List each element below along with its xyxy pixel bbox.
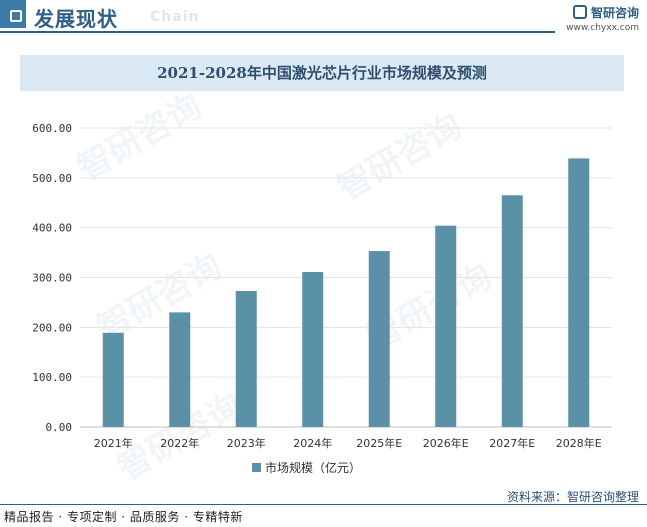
bar (235, 290, 257, 427)
section-icon (0, 0, 26, 28)
x-tick-label: 2024年 (293, 436, 332, 450)
chart-title-box: 2021-2028年中国激光芯片行业市场规模及预测 (20, 55, 624, 91)
bar (102, 332, 124, 427)
chart-title: 2021-2028年中国激光芯片行业市场规模及预测 (157, 64, 487, 82)
footer-divider (0, 504, 647, 505)
brand-url: www.chyxx.com (566, 23, 639, 33)
x-tick-label: 2025年E (356, 436, 402, 450)
bar (501, 195, 523, 427)
footer-bar: 精品报告 · 专项定制 · 品质服务 · 专精特新 (0, 506, 647, 527)
header-divider (0, 31, 555, 33)
brand-name: 智研咨询 (590, 6, 639, 20)
x-tick-label: 2022年 (160, 436, 199, 450)
x-tick-label: 2027年E (489, 436, 535, 450)
bar (435, 225, 457, 427)
section-title: 发展现状 (34, 7, 118, 31)
brand-name-row: 智研咨询 (566, 4, 639, 21)
bar (368, 251, 390, 427)
header-band: 发展现状 Chain 智研咨询 www.chyxx.com (0, 0, 647, 40)
legend: 市场规模（亿元） (252, 459, 361, 476)
bar (302, 272, 324, 427)
brand-logo-icon (572, 5, 587, 19)
x-tick-label: 2026年E (423, 436, 469, 450)
y-tick-label: 200.00 (32, 321, 72, 334)
y-tick-label: 0.00 (46, 421, 73, 434)
source-note: 资料来源：智研咨询整理 (506, 490, 639, 504)
x-tick-label: 2023年 (227, 436, 266, 450)
section-subtitle-en: Chain (150, 9, 200, 25)
legend-label: 市场规模（亿元） (265, 461, 362, 475)
y-tick-label: 400.00 (32, 222, 72, 235)
y-tick-label: 600.00 (32, 122, 72, 135)
footer-tagline: 精品报告 · 专项定制 · 品质服务 · 专精特新 (4, 510, 243, 524)
y-tick-label: 300.00 (32, 272, 72, 285)
brand-block: 智研咨询 www.chyxx.com (566, 4, 639, 33)
x-tick-label: 2028年E (556, 436, 602, 450)
legend-swatch (252, 463, 261, 472)
bar (169, 312, 191, 427)
y-tick-label: 100.00 (32, 371, 72, 384)
y-tick-label: 500.00 (32, 172, 72, 185)
x-tick-label: 2021年 (94, 436, 133, 450)
bar (568, 158, 590, 428)
